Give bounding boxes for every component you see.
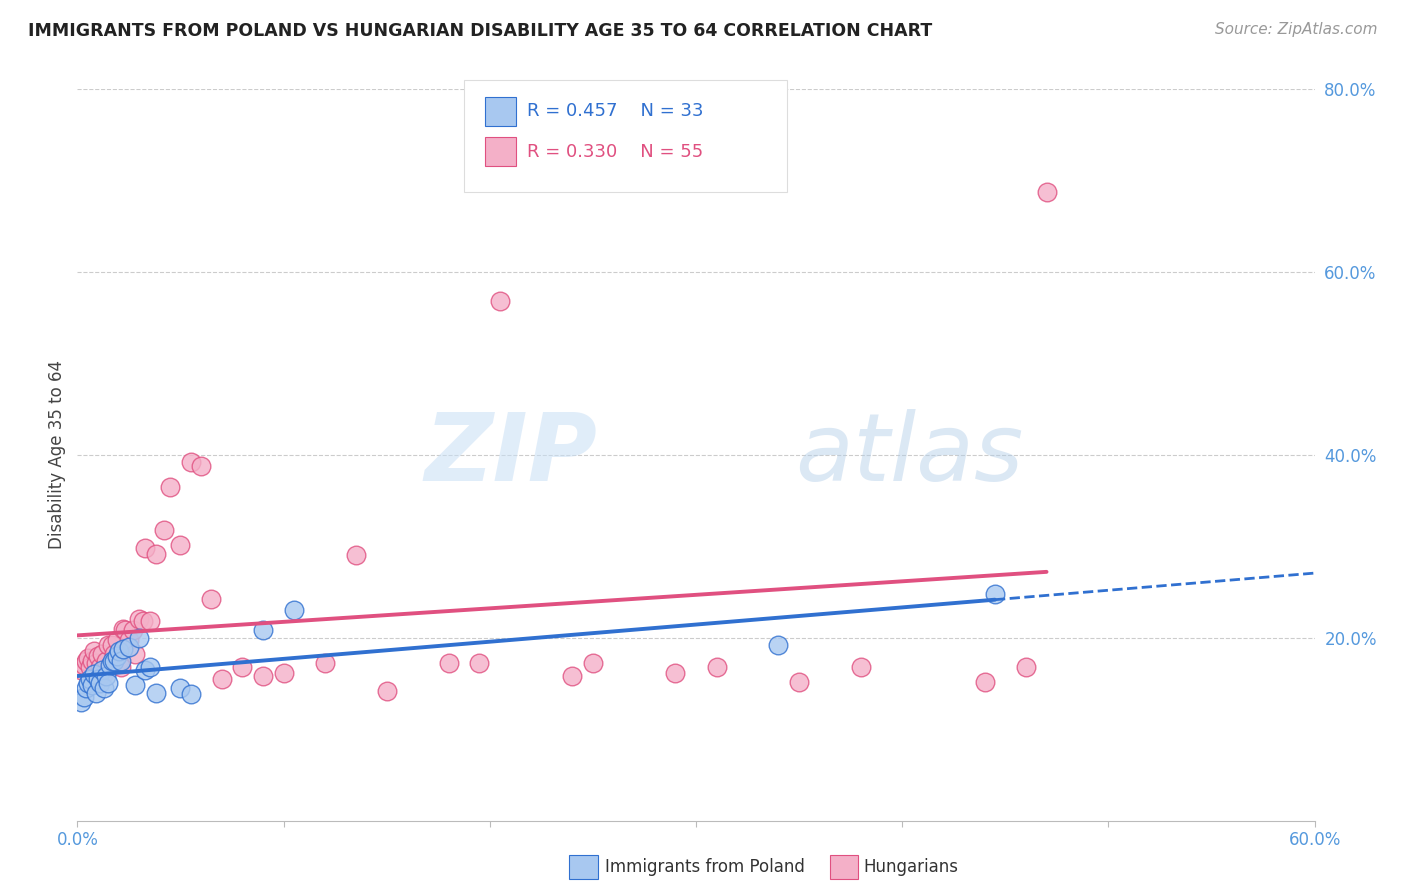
Point xyxy=(80,654,103,668)
Point xyxy=(159,480,181,494)
Point xyxy=(93,665,115,680)
Point xyxy=(89,660,111,674)
Text: R = 0.457    N = 33: R = 0.457 N = 33 xyxy=(527,103,704,120)
Point xyxy=(169,537,191,551)
Point xyxy=(582,657,605,671)
Point xyxy=(134,541,156,556)
Point xyxy=(80,678,103,692)
Point xyxy=(97,638,120,652)
Point xyxy=(180,688,202,702)
Point xyxy=(98,658,121,673)
Point xyxy=(75,681,97,695)
Point xyxy=(132,615,155,629)
Point xyxy=(84,685,107,699)
Point xyxy=(190,458,212,473)
Point xyxy=(76,651,98,665)
Point xyxy=(111,641,134,656)
Point xyxy=(145,685,167,699)
Point xyxy=(89,676,111,690)
Point xyxy=(973,674,995,689)
Point xyxy=(706,660,728,674)
Point xyxy=(124,678,146,692)
Point xyxy=(768,638,790,652)
Point xyxy=(128,631,150,645)
Point xyxy=(561,669,583,683)
Text: Source: ZipAtlas.com: Source: ZipAtlas.com xyxy=(1215,22,1378,37)
Point xyxy=(72,690,94,705)
Text: IMMIGRANTS FROM POLAND VS HUNGARIAN DISABILITY AGE 35 TO 64 CORRELATION CHART: IMMIGRANTS FROM POLAND VS HUNGARIAN DISA… xyxy=(28,22,932,40)
Y-axis label: Disability Age 35 to 64: Disability Age 35 to 64 xyxy=(48,360,66,549)
Text: ZIP: ZIP xyxy=(425,409,598,501)
Point xyxy=(231,660,253,674)
Point xyxy=(107,654,129,668)
Point xyxy=(122,624,145,638)
Point xyxy=(344,549,367,563)
Point xyxy=(114,624,136,638)
Point xyxy=(273,665,295,680)
Text: R = 0.330    N = 55: R = 0.330 N = 55 xyxy=(527,143,703,161)
Point xyxy=(118,632,141,647)
Point xyxy=(283,603,305,617)
Point xyxy=(79,672,101,686)
Point xyxy=(70,663,93,677)
Point xyxy=(91,647,114,661)
Point xyxy=(664,665,686,680)
Point xyxy=(849,660,872,674)
Point xyxy=(489,294,512,309)
Point xyxy=(180,455,202,469)
Point xyxy=(103,654,125,668)
Text: Immigrants from Poland: Immigrants from Poland xyxy=(605,858,804,876)
Point xyxy=(84,657,107,671)
Point xyxy=(145,547,167,561)
Point xyxy=(72,658,94,673)
Point xyxy=(153,523,176,537)
Point xyxy=(375,683,398,698)
Point xyxy=(83,667,105,681)
Point xyxy=(169,681,191,695)
Point xyxy=(70,695,93,709)
Point xyxy=(110,660,132,674)
Point xyxy=(103,647,125,661)
Point xyxy=(200,592,222,607)
Point xyxy=(105,632,128,647)
Point xyxy=(787,674,810,689)
Point xyxy=(124,647,146,661)
Point xyxy=(76,676,98,690)
Point xyxy=(110,654,132,668)
Point xyxy=(87,672,110,686)
Point xyxy=(75,654,97,668)
Point xyxy=(101,654,124,668)
Point xyxy=(252,624,274,638)
Text: atlas: atlas xyxy=(794,409,1024,500)
Point xyxy=(98,660,121,674)
Point xyxy=(87,649,110,664)
Point xyxy=(97,676,120,690)
Point xyxy=(93,681,115,695)
Point xyxy=(118,640,141,654)
Point xyxy=(252,669,274,683)
Point xyxy=(107,644,129,658)
Point xyxy=(138,615,160,629)
Point xyxy=(128,613,150,627)
Point xyxy=(984,587,1007,601)
Point xyxy=(111,622,134,636)
Point xyxy=(83,644,105,658)
Point xyxy=(314,657,336,671)
Point xyxy=(96,654,118,668)
Point xyxy=(468,657,491,671)
Point xyxy=(91,663,114,677)
Point xyxy=(1015,660,1038,674)
Point xyxy=(134,663,156,677)
Point xyxy=(1035,185,1057,199)
Point xyxy=(96,669,118,683)
Point xyxy=(138,660,160,674)
Point xyxy=(437,657,460,671)
Point xyxy=(211,672,233,686)
Point xyxy=(105,649,128,664)
Text: Hungarians: Hungarians xyxy=(863,858,959,876)
Point xyxy=(79,660,101,674)
Point xyxy=(101,638,124,652)
